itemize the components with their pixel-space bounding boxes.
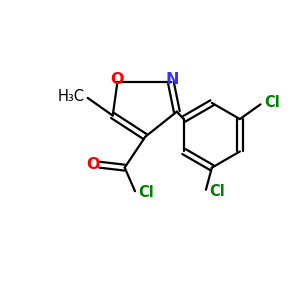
Text: N: N — [166, 72, 179, 87]
Text: O: O — [86, 157, 100, 172]
Text: O: O — [111, 72, 124, 87]
Text: H₃C: H₃C — [58, 89, 85, 104]
Text: Cl: Cl — [209, 184, 225, 199]
Text: Cl: Cl — [264, 95, 280, 110]
Text: Cl: Cl — [138, 185, 154, 200]
